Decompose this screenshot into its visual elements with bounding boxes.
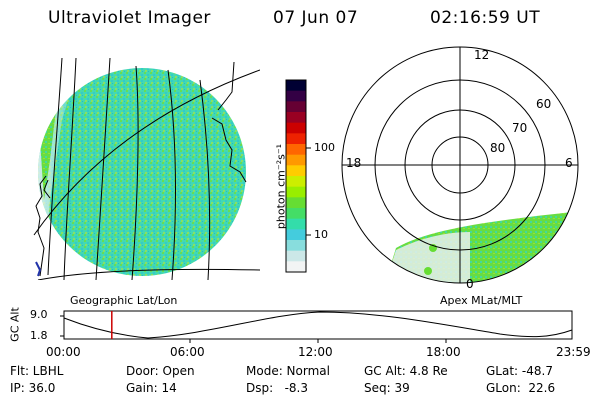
mlat-label-70: 70 — [512, 121, 528, 135]
colorbar-cell — [286, 186, 306, 198]
colorbar-cell — [286, 229, 306, 241]
time-tick-label: 12:00 — [298, 345, 333, 359]
coastline — [35, 175, 47, 277]
colorbar-cell — [286, 240, 306, 252]
apex-polar-panel — [341, 46, 579, 284]
geographic-panel-label: Geographic Lat/Lon — [70, 294, 178, 307]
gc-alt-value: GC Alt: 4.8 Re — [364, 364, 448, 378]
polar-grid — [341, 46, 579, 284]
uv-emission-disk — [38, 68, 246, 276]
coastline — [43, 179, 51, 199]
filter-value: Flt: LBHL — [10, 364, 64, 378]
latitude-line — [37, 268, 260, 280]
geographic-image-panel — [33, 57, 260, 280]
emission-spot — [424, 267, 432, 275]
colorbar-units-label: photon cm⁻²s⁻¹ — [274, 143, 288, 230]
ip-value: IP: 36.0 — [10, 381, 56, 395]
meridian-line — [131, 65, 139, 280]
colorbar-cell — [286, 208, 306, 220]
altitude-axis-label: GC Alt — [8, 307, 22, 342]
meridian-line — [47, 57, 63, 276]
colorbar-cell — [286, 90, 306, 102]
time-tick-label: 00:00 — [46, 345, 81, 359]
mlt-label-0: 0 — [466, 277, 474, 291]
coastline — [217, 61, 235, 111]
door-value: Door: Open — [126, 364, 195, 378]
altitude-plot — [60, 310, 573, 343]
glat-value: GLat: -48.7 — [486, 364, 553, 378]
dsp-value: Dsp: -8.3 — [246, 381, 309, 395]
meridian-line — [199, 79, 211, 280]
altitude-tick-label: 1.8 — [30, 329, 48, 342]
observation-time: 02:16:59 UT — [430, 8, 541, 28]
gain-value: Gain: 14 — [126, 381, 177, 395]
colorbar-cell — [286, 80, 306, 92]
colorbar-cell — [286, 197, 306, 209]
colorbar-cell — [286, 144, 306, 156]
colorbar-tick-label: 100 — [314, 141, 335, 154]
time-tick-label: 18:00 — [426, 345, 461, 359]
coastline-blue — [35, 261, 42, 277]
colorbar-cell — [286, 176, 306, 188]
observation-date: 07 Jun 07 — [273, 8, 359, 28]
colorbar-cell — [286, 261, 306, 273]
meridian-line — [95, 57, 111, 280]
colorbar-cell — [286, 250, 306, 262]
colorbar-cell — [286, 165, 306, 177]
mlat-label-60: 60 — [536, 97, 552, 111]
mlt-label-18: 18 — [346, 156, 362, 170]
geographic-grid — [33, 57, 260, 280]
time-tick-label: 23:59 — [556, 345, 591, 359]
colorbar-cell — [286, 154, 306, 166]
apex-panel-label: Apex MLat/MLT — [440, 294, 523, 307]
colorbar-tick-label: 10 — [314, 228, 328, 241]
colorbar — [285, 79, 311, 273]
mode-value: Mode: Normal — [246, 364, 330, 378]
mlt-label-6: 6 — [565, 156, 573, 170]
colorbar-cell — [286, 218, 306, 230]
colorbar-frame — [285, 79, 307, 273]
meridian-line — [63, 57, 77, 280]
glon-value: GLon: 22.6 — [486, 381, 556, 395]
coastline — [211, 117, 247, 183]
colorbar-cell — [286, 122, 306, 134]
instrument-title: Ultraviolet Imager — [48, 8, 211, 28]
altitude-plot-frame — [63, 310, 573, 340]
time-tick-label: 06:00 — [170, 345, 205, 359]
mlt-label-12: 12 — [474, 48, 490, 62]
orbit-altitude-curve — [63, 311, 573, 339]
altitude-tick-label: 9.0 — [30, 308, 48, 321]
colorbar-cell — [286, 133, 306, 145]
seq-value: Seq: 39 — [364, 381, 410, 395]
colorbar-cell — [286, 101, 306, 113]
colorbar-cell — [286, 112, 306, 124]
latitude-line — [33, 69, 260, 236]
meridian-line — [167, 69, 176, 280]
mlat-label-80: 80 — [490, 141, 506, 155]
